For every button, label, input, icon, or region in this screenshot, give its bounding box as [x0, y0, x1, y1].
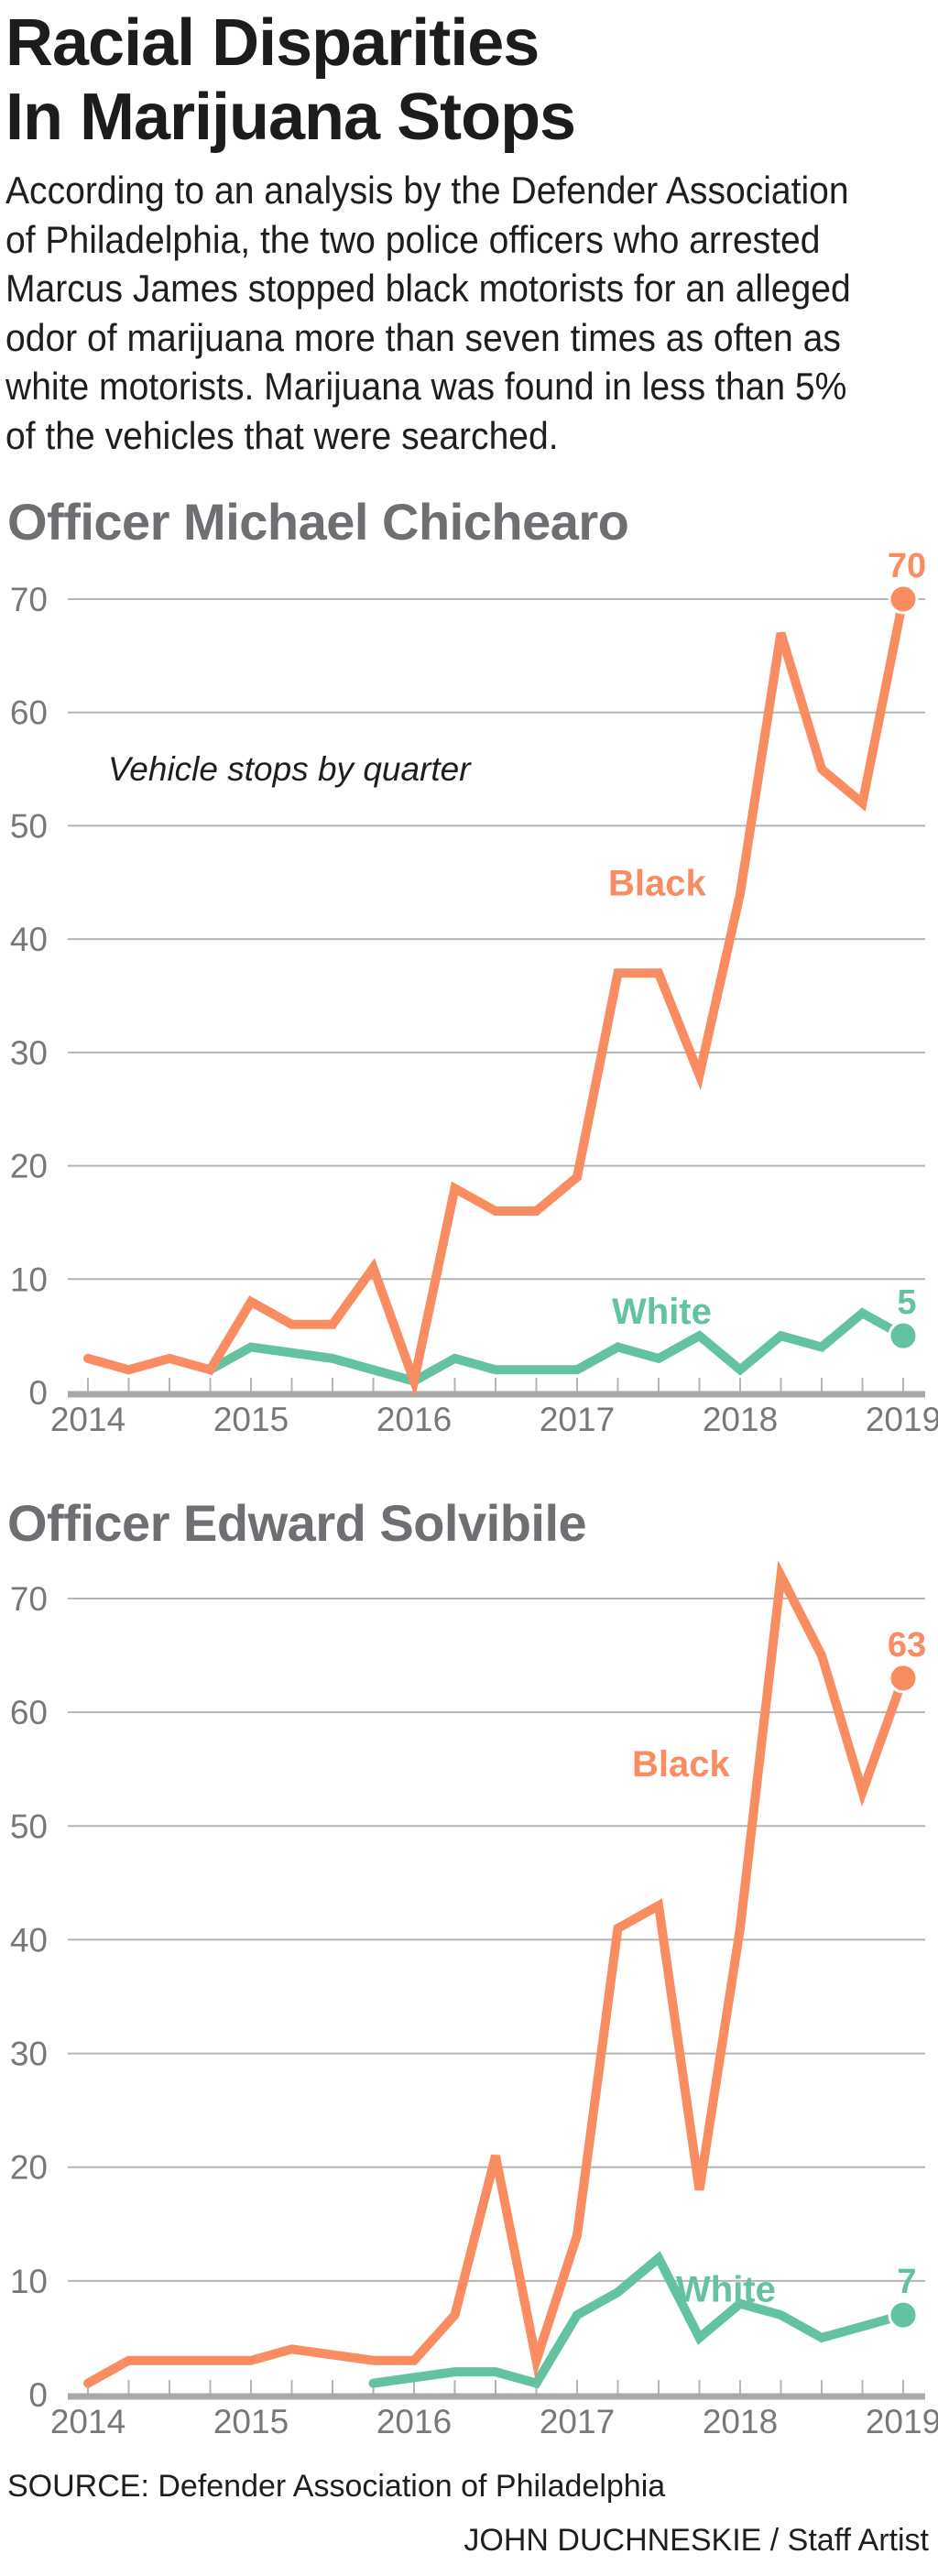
x-tick-label: 2014 — [50, 2403, 125, 2440]
x-tick-label: 2018 — [703, 2403, 778, 2440]
end-value-label-white: 5 — [897, 1283, 916, 1322]
series-line-white — [368, 2251, 908, 2389]
y-tick-label: 30 — [10, 1034, 48, 1072]
y-tick-label: 40 — [10, 1921, 48, 1959]
x-tick-label: 2017 — [540, 1401, 615, 1438]
x-tick-label: 2019 — [866, 1401, 938, 1438]
series-label-black: Black — [632, 1744, 730, 1785]
series-line-black — [83, 595, 908, 1398]
series-line-white — [205, 1307, 908, 1386]
series-label-white: White — [612, 1292, 712, 1332]
x-tick-label: 2014 — [50, 1401, 125, 1438]
x-tick-label: 2017 — [540, 2403, 615, 2440]
series-label-black: Black — [608, 863, 706, 903]
y-tick-label: 20 — [10, 1148, 48, 1185]
y-tick-label: 0 — [28, 2376, 48, 2414]
intro-line: of Philadelphia, the two police officers… — [5, 217, 821, 261]
y-tick-label: 60 — [10, 1694, 48, 1731]
y-tick-label: 70 — [10, 1580, 48, 1618]
end-dot-white — [888, 2299, 919, 2330]
chart-title-solvibile: Officer Edward Solvibile — [7, 1494, 587, 1552]
y-tick-label: 10 — [10, 1261, 48, 1298]
y-tick-label: 60 — [10, 694, 48, 732]
x-tick-label: 2015 — [213, 1401, 289, 1438]
end-dot-black — [888, 1663, 919, 1694]
headline-line-2: In Marijuana Stops — [5, 81, 576, 154]
intro-line: white motorists. Marijuana was found in … — [5, 365, 847, 408]
x-tick-label: 2018 — [703, 1401, 778, 1438]
end-dot-black — [888, 584, 919, 615]
intro-text: According to an analysis by the Defender… — [5, 166, 938, 460]
chart-1: 0 10 20 30 40 50 60 70 2014 2015 2016 2017 2018 2019 V… — [10, 547, 938, 1438]
y-tick-label: 10 — [10, 2263, 48, 2300]
headline-line-1: Racial Disparities — [5, 6, 540, 80]
intro-line: of the vehicles that were searched. — [5, 413, 559, 457]
end-value-label-white: 7 — [897, 2263, 916, 2301]
y-tick-label: 70 — [10, 581, 48, 618]
x-tick-label: 2016 — [376, 1401, 452, 1438]
intro-line: Marcus James stopped black motorists for… — [5, 267, 851, 310]
y-tick-label: 50 — [10, 1807, 48, 1845]
chart-2: 0 10 20 30 40 50 60 70 2014 2015 2016 2017 2018 2019 7… — [10, 1560, 938, 2440]
chart-annotation: Vehicle stops by quarter — [108, 750, 472, 788]
end-value-label-black: 70 — [888, 547, 926, 585]
intro-line: According to an analysis by the Defender… — [5, 169, 849, 212]
y-tick-label: 40 — [10, 921, 48, 958]
y-tick-label: 0 — [28, 1374, 48, 1412]
series-line-black — [83, 1560, 908, 2388]
intro-line: odor of marijuana more than seven times … — [5, 315, 841, 359]
series-label-white: White — [676, 2270, 776, 2310]
artist-credit: JOHN DUCHNESKIE / Staff Artist — [464, 2523, 929, 2558]
y-tick-label: 20 — [10, 2149, 48, 2187]
x-tick-label: 2016 — [376, 2403, 452, 2440]
x-tick-label: 2015 — [213, 2403, 289, 2440]
end-value-label-black: 63 — [888, 1626, 926, 1665]
y-tick-label: 30 — [10, 2036, 48, 2073]
end-dot-white — [888, 1320, 919, 1351]
chart-title-chichearo: Officer Michael Chichearo — [7, 493, 629, 551]
x-tick-label: 2019 — [866, 2403, 938, 2440]
source-note: SOURCE: Defender Association of Philadel… — [7, 2469, 666, 2504]
y-tick-label: 50 — [10, 807, 48, 845]
